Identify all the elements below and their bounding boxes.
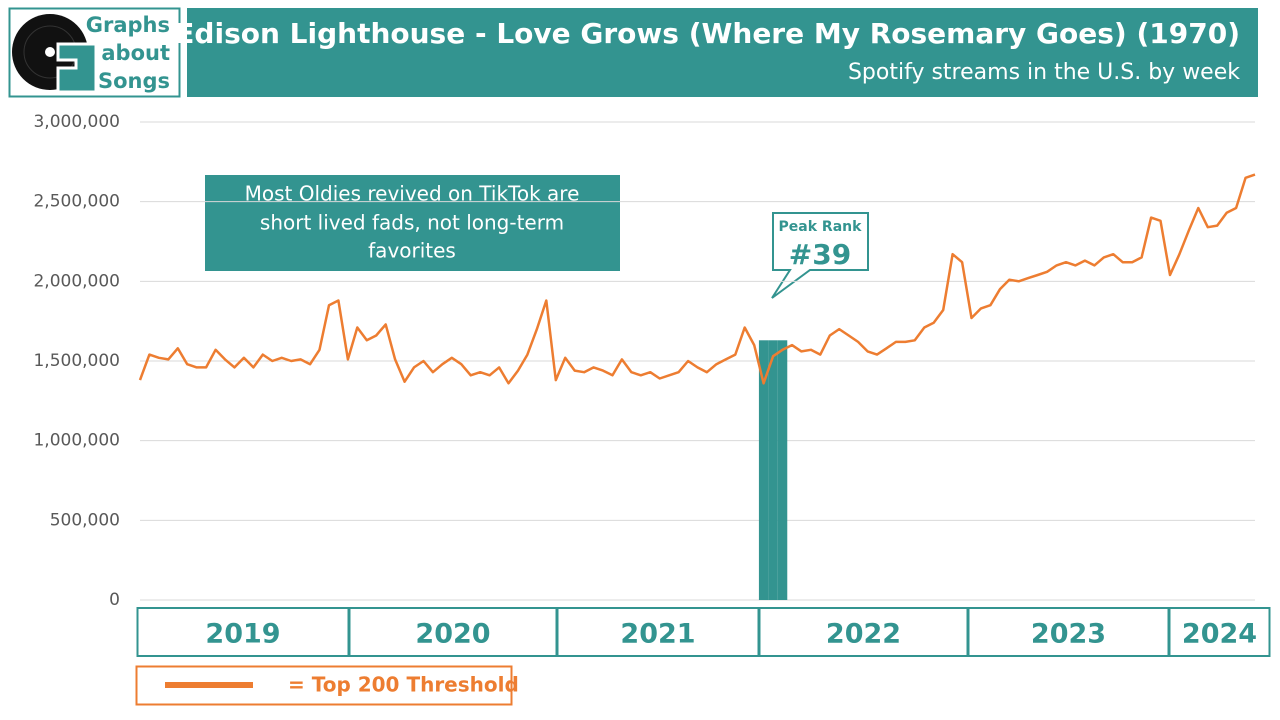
y-tick-label: 0 — [109, 590, 120, 610]
threshold-bar — [777, 340, 788, 600]
logo-text: Songs — [98, 69, 170, 93]
year-box — [556, 607, 760, 657]
x-tick-label: 2024 — [1182, 619, 1257, 650]
chart-subtitle: Spotify streams in the U.S. by week — [848, 60, 1240, 85]
legend-box — [135, 665, 513, 706]
annotation-box — [205, 175, 620, 271]
y-tick-label: 1,000,000 — [33, 431, 120, 451]
x-tick-label: 2020 — [415, 619, 490, 650]
y-tick-label: 3,000,000 — [33, 112, 120, 132]
y-tick-label: 2,000,000 — [33, 271, 120, 291]
logo-text: Graphs — [86, 13, 170, 37]
year-box — [348, 607, 558, 657]
x-tick-label: 2021 — [620, 619, 695, 650]
peak-callout — [771, 212, 869, 299]
chart-title: Edison Lighthouse - Love Grows (Where My… — [175, 17, 1240, 50]
logo-hole — [45, 47, 55, 57]
threshold-bar — [768, 340, 778, 600]
stream-line — [138, 173, 1256, 385]
y-tick-label: 1,500,000 — [33, 351, 120, 371]
logo-text: about — [101, 41, 170, 65]
threshold-bar — [758, 340, 769, 600]
annotation: favorites — [368, 239, 456, 263]
year-box — [758, 607, 969, 657]
legend-label: = Top 200 Threshold — [288, 673, 519, 697]
x-tick-label: 2023 — [1031, 619, 1106, 650]
peak-rank: #39 — [789, 238, 851, 271]
y-tick-label: 2,500,000 — [33, 192, 120, 212]
logo-g — [56, 42, 98, 94]
x-tick-label: 2022 — [826, 619, 901, 650]
title-box — [187, 8, 1258, 97]
peak-label: Peak Rank — [779, 219, 863, 235]
annotation: short lived fads, not long-term — [260, 211, 564, 235]
x-tick-label: 2019 — [205, 619, 280, 650]
y-tick-label: 500,000 — [50, 510, 120, 530]
year-box — [1168, 607, 1271, 657]
